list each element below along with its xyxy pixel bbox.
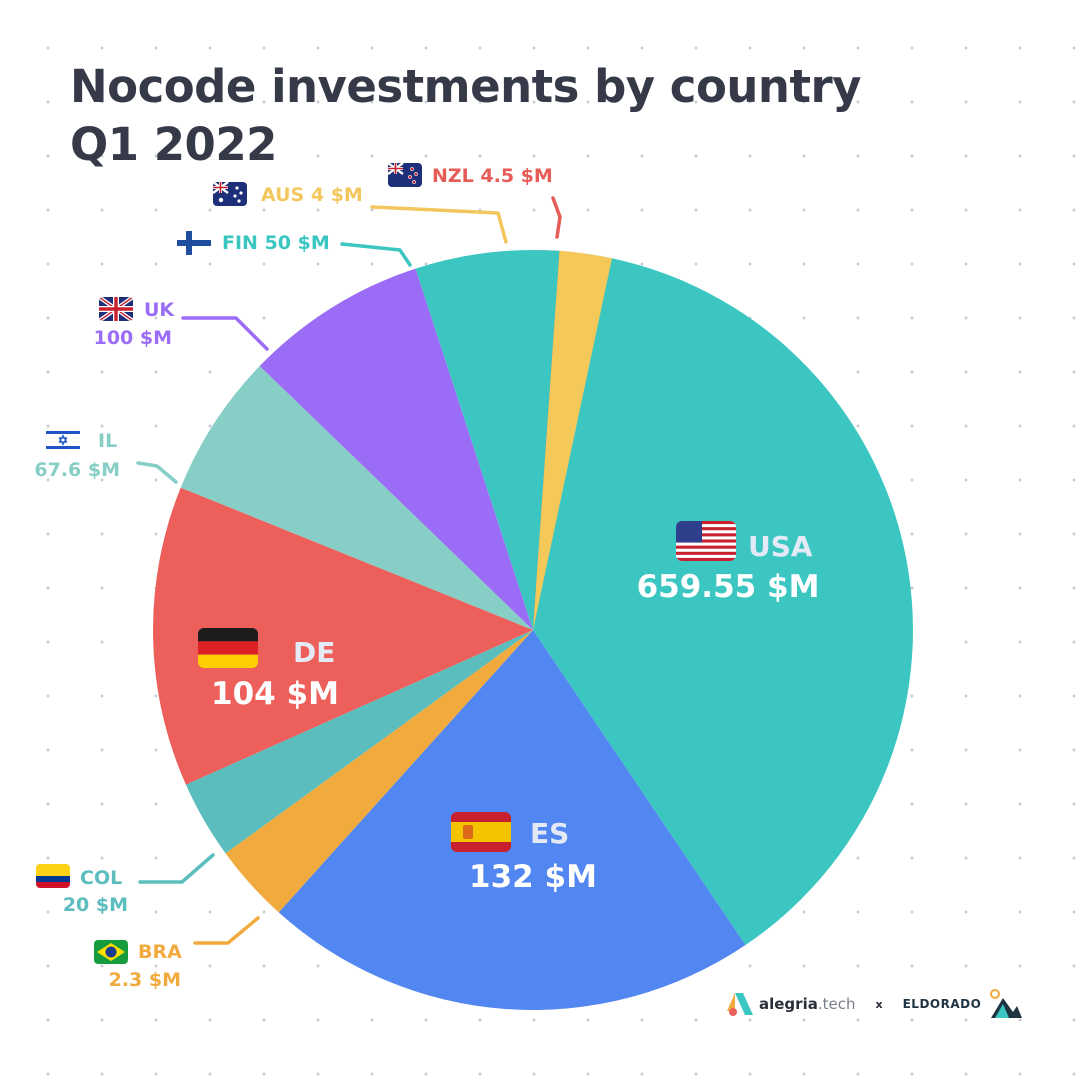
pie-slice-uk — [259, 268, 533, 630]
slice-value-es: 132 $M — [469, 859, 597, 895]
pie-slice-de — [153, 487, 533, 785]
slice-label-de: DE — [293, 636, 335, 669]
slice-value-col: 20 $M — [63, 894, 128, 916]
footer-logos: alegria.tech x ELDORADO — [725, 984, 1025, 1024]
alegria-mark-icon — [727, 993, 753, 1016]
slice-labels: NZL 4.5 $M USA 659.55 $M ES 132 $M BRA 2.3 $M C… — [34, 163, 819, 991]
pie-slice-fin — [415, 249, 560, 631]
mountain-icon — [990, 989, 1023, 1018]
pie-slice-bra — [225, 630, 533, 913]
chart-title-line-2: Q1 2022 — [70, 118, 277, 171]
flag-brazil-icon — [94, 940, 128, 964]
slice-label-col: COL — [80, 867, 122, 889]
flag-usa-icon — [676, 521, 736, 561]
slice-value-aus: 4 $M — [311, 184, 363, 206]
alegria-tech-logo: alegria.tech — [725, 991, 855, 1017]
flag-uk-icon — [99, 297, 133, 321]
slice-label-nzl: NZL 4.5 $M — [432, 165, 553, 187]
leader-line-uk — [181, 316, 269, 351]
pie-slices — [153, 249, 913, 1010]
slice-label-uk: UK — [144, 299, 175, 321]
slice-value-usa: 659.55 $M — [637, 569, 820, 605]
pie-slice-col — [185, 630, 533, 854]
pie-slice-aus — [533, 250, 612, 630]
alegria-wordmark: alegria.tech — [759, 995, 856, 1013]
leader-line-aus — [370, 205, 508, 244]
slice-label-es: ES — [530, 817, 569, 850]
slice-label-usa: USA — [748, 530, 813, 563]
pie-slice-usa — [533, 253, 913, 945]
eldorado-logo: ELDORADO — [903, 988, 1024, 1020]
flag-new-zealand-icon — [388, 163, 422, 187]
chart-title-line-1: Nocode investments by country — [70, 60, 862, 113]
flag-spain-icon — [451, 812, 511, 852]
eldorado-wordmark: ELDORADO — [902, 997, 982, 1011]
pie-slice-es — [278, 630, 746, 1010]
slice-value-il: 67.6 $M — [34, 459, 120, 481]
leader-line-il — [136, 461, 178, 484]
flag-colombia-icon — [36, 864, 70, 888]
slice-value-de: 104 $M — [211, 676, 339, 712]
flag-germany-icon — [198, 628, 258, 668]
slice-label-il: IL — [98, 430, 117, 452]
slice-label-fin: FIN 50 $M — [222, 232, 330, 254]
flag-australia-icon — [213, 182, 247, 206]
flag-finland-icon — [177, 231, 211, 255]
pie-slice-il — [180, 366, 533, 630]
slice-value-nzl: 4.5 $M — [480, 165, 552, 187]
slice-value-fin: 50 $M — [265, 232, 330, 254]
leader-line-nzl — [551, 196, 562, 239]
chart-title: Nocode investments by country Q1 2022 — [70, 58, 862, 174]
leader-line-col — [138, 853, 215, 884]
leader-line-bra — [193, 916, 260, 945]
slice-name-aus: AUS — [261, 184, 311, 206]
slice-value-uk: 100 $M — [94, 327, 172, 349]
slice-name-nzl: NZL — [432, 165, 480, 187]
slice-label-bra: BRA — [138, 941, 182, 963]
slice-name-fin: FIN — [222, 232, 265, 254]
slice-value-bra: 2.3 $M — [109, 969, 181, 991]
leader-line-fin — [340, 242, 412, 267]
slice-label-aus: AUS 4 $M — [261, 184, 363, 206]
logo-separator: x — [875, 997, 883, 1011]
leader-lines — [136, 196, 562, 945]
flag-israel-icon — [46, 428, 80, 452]
